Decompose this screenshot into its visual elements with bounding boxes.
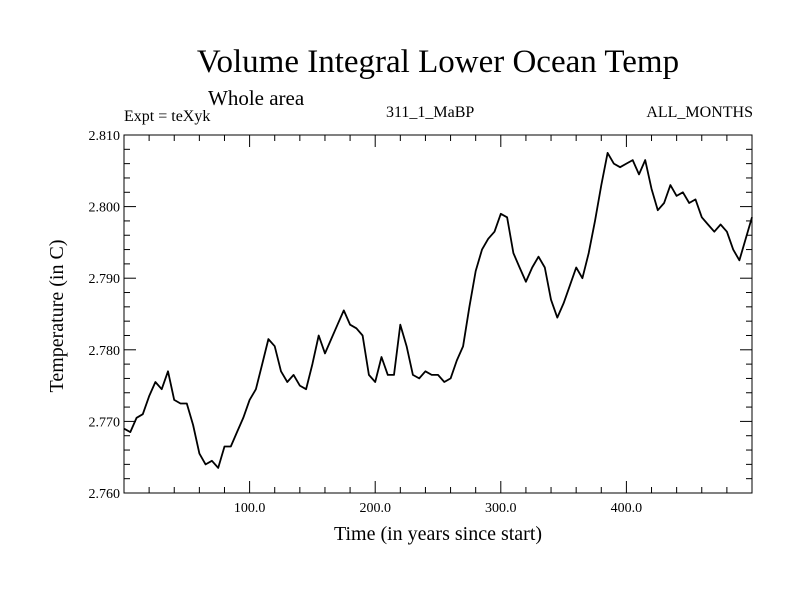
x-axis-label: Time (in years since start)	[333, 523, 543, 545]
experiment-label: Expt = teXyk	[124, 108, 211, 125]
x-tick-label: 400.0	[611, 501, 643, 516]
y-tick-label: 2.760	[89, 487, 121, 502]
axis-ticks: 100.0 200.0 300.0 400.0 2.760 2.770 2.780 2.790…	[89, 129, 752, 516]
temperature-series-line	[123, 151, 753, 469]
plot-frame	[123, 134, 753, 494]
y-tick-label: 2.800	[89, 201, 121, 216]
x-tick-label: 300.0	[485, 501, 517, 516]
y-tick-label: 2.770	[89, 415, 121, 430]
run-label: 311_1_MaBP	[386, 104, 475, 121]
y-tick-label: 2.810	[89, 129, 121, 144]
y-tick-label: 2.780	[89, 344, 121, 359]
data-series	[123, 151, 753, 469]
y-tick-label: 2.790	[89, 272, 121, 287]
chart-subtitle: Whole area	[208, 86, 305, 110]
chart-title: Volume Integral Lower Ocean Temp	[196, 44, 680, 80]
x-tick-label: 100.0	[234, 501, 266, 516]
months-label: ALL_MONTHS	[646, 104, 753, 121]
x-tick-label: 200.0	[359, 501, 391, 516]
